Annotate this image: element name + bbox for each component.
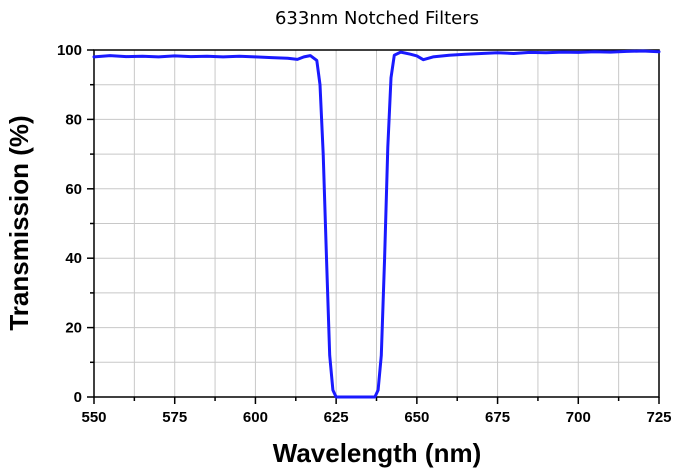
y-tick-label: 40 [65,250,82,267]
y-tick-label: 100 [57,42,82,59]
y-tick-label: 0 [74,389,82,406]
x-tick-label: 700 [566,409,591,426]
y-axis-title: Transmission (%) [4,115,34,330]
axes: 550 575 600 625 650 675 700 725 0 20 40 60 80 100 [57,42,672,426]
y-tick-label: 20 [65,320,82,337]
x-tick-label: 600 [243,409,268,426]
x-tick-label: 550 [81,409,106,426]
series [92,49,661,399]
x-tick-label: 675 [485,409,510,426]
chart-title: 633nm Notched Filters [275,8,479,29]
x-tick-label: 575 [162,409,187,426]
x-tick-label: 725 [646,409,671,426]
x-tick-label: 625 [324,409,349,426]
grid [94,50,659,397]
x-tick-label: 650 [404,409,429,426]
x-axis-title: Wavelength (nm) [273,438,481,468]
transmission-series-line [92,49,661,399]
y-tick-label: 60 [65,181,82,198]
y-tick-label: 80 [65,111,82,128]
